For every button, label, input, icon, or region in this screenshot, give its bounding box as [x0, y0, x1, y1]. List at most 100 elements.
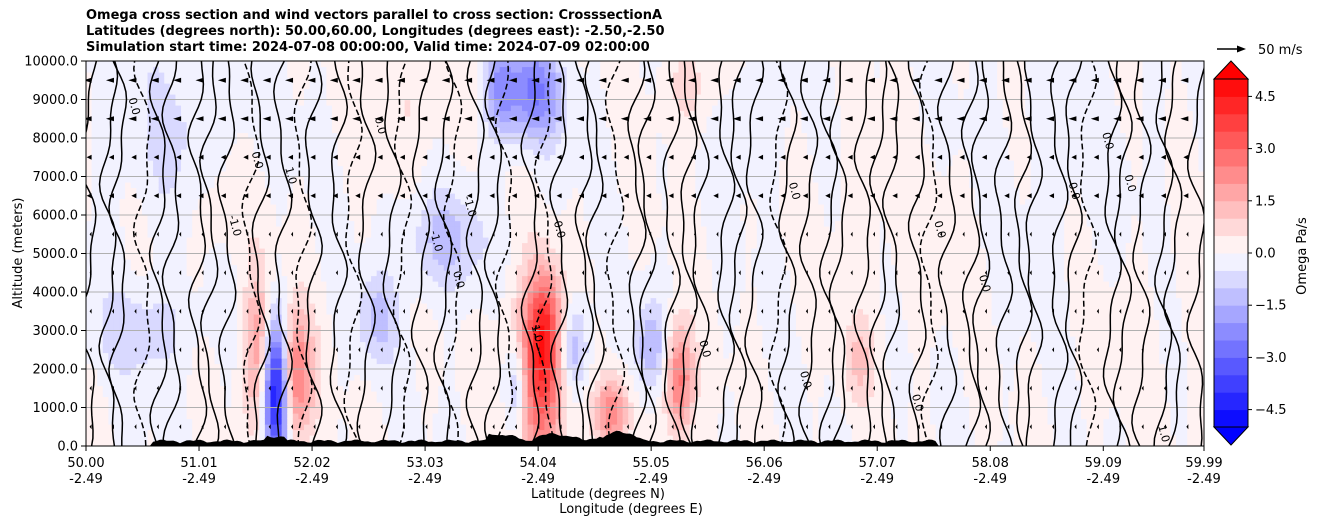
field-cell: [86, 121, 93, 128]
field-cell: [382, 165, 389, 172]
field-cell: [225, 154, 232, 161]
field-cell: [181, 275, 188, 282]
field-cell: [382, 325, 389, 332]
field-cell: [158, 94, 165, 101]
field-cell: [281, 253, 288, 260]
field-cell: [86, 171, 93, 178]
field-cell: [477, 391, 484, 398]
field-cell: [365, 154, 372, 161]
field-cell: [326, 264, 333, 271]
field-cell: [359, 308, 367, 315]
field-cell: [208, 352, 216, 359]
field-cell: [259, 187, 266, 194]
field-cell: [203, 303, 210, 310]
field-cell: [376, 187, 383, 194]
field-cell: [348, 352, 355, 359]
field-cell: [164, 413, 171, 420]
field-cell: [220, 187, 227, 194]
field-cell: [454, 209, 462, 216]
field-cell: [415, 242, 422, 249]
field-cell: [304, 182, 311, 189]
field-cell: [337, 110, 344, 117]
field-cell: [119, 330, 126, 337]
field-cell: [253, 154, 260, 161]
field-cell: [242, 275, 249, 282]
field-cell: [426, 182, 434, 189]
field-cell: [147, 429, 154, 436]
field-cell: [404, 286, 411, 293]
field-cell: [153, 363, 160, 370]
field-cell: [376, 407, 383, 414]
field-cell: [477, 83, 484, 90]
field-cell: [169, 99, 177, 106]
field-cell: [404, 127, 411, 134]
field-cell: [225, 198, 232, 205]
field-cell: [365, 149, 372, 156]
field-cell: [169, 325, 177, 332]
field-cell: [359, 286, 367, 293]
field-cell: [281, 369, 288, 376]
field-cell: [181, 220, 188, 227]
field-cell: [281, 187, 288, 194]
field-cell: [125, 275, 132, 282]
field-cell: [443, 105, 450, 112]
field-cell: [399, 215, 406, 222]
field-cell: [136, 314, 143, 321]
field-cell: [253, 281, 260, 288]
field-cell: [331, 72, 339, 79]
field-cell: [264, 88, 272, 95]
field-cell: [119, 176, 126, 183]
field-cell: [164, 330, 171, 337]
field-cell: [113, 215, 121, 222]
field-cell: [376, 204, 383, 211]
field-cell: [471, 220, 478, 227]
field-cell: [147, 402, 154, 409]
field-cell: [147, 270, 154, 277]
field-cell: [382, 363, 389, 370]
field-cell: [320, 402, 327, 409]
field-cell: [365, 319, 372, 326]
field-cell: [404, 105, 411, 112]
field-cell: [482, 369, 490, 376]
field-cell: [147, 325, 154, 332]
field-cell: [231, 110, 238, 117]
field-cell: [97, 72, 104, 79]
field-cell: [477, 270, 484, 277]
field-cell: [387, 363, 395, 370]
field-cell: [141, 160, 149, 167]
field-cell: [130, 341, 137, 348]
field-cell: [399, 286, 406, 293]
field-cell: [259, 171, 266, 178]
field-cell: [242, 402, 249, 409]
field-cell: [192, 424, 199, 431]
field-cell: [292, 187, 300, 194]
field-cell: [214, 435, 221, 442]
field-cell: [426, 242, 434, 249]
field-cell: [320, 132, 327, 139]
field-cell: [415, 363, 422, 370]
field-cell: [292, 418, 300, 425]
field-cell: [113, 270, 121, 277]
field-cell: [376, 336, 383, 343]
field-cell: [393, 149, 400, 156]
field-cell: [432, 374, 439, 381]
field-cell: [466, 341, 473, 348]
field-cell: [298, 264, 305, 271]
field-cell: [292, 253, 300, 260]
field-cell: [365, 363, 372, 370]
field-cell: [326, 209, 333, 216]
field-cell: [253, 385, 260, 392]
field-cell: [371, 226, 378, 233]
field-cell: [264, 248, 272, 255]
field-cell: [426, 94, 434, 101]
field-cell: [287, 253, 294, 260]
field-cell: [449, 424, 456, 431]
field-cell: [443, 369, 450, 376]
field-cell: [119, 341, 126, 348]
field-cell: [315, 204, 322, 211]
field-cell: [315, 149, 322, 156]
field-cell: [471, 121, 478, 128]
field-cell: [426, 352, 434, 359]
field-cell: [315, 259, 322, 266]
field-cell: [197, 297, 204, 304]
